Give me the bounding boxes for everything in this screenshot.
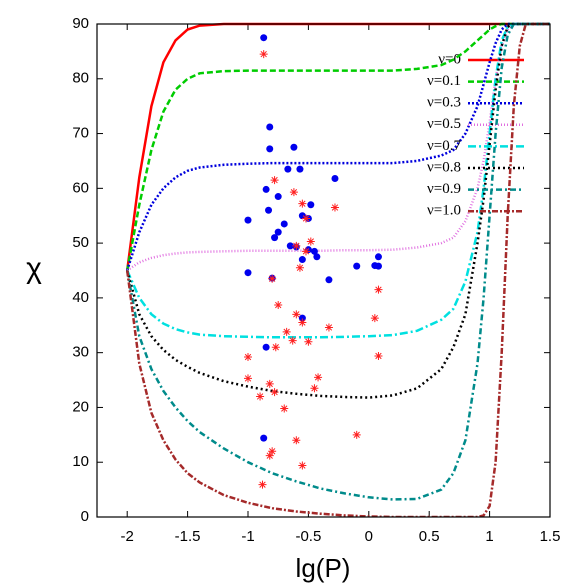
data-point (298, 318, 307, 327)
data-point (301, 214, 310, 223)
curve (126, 22, 550, 339)
data-point (330, 203, 339, 212)
data-point (374, 285, 383, 294)
data-point (292, 241, 301, 250)
x-tick-label: -2 (121, 528, 134, 545)
data-point (274, 193, 282, 201)
x-tick-label: 1 (485, 528, 493, 545)
data-point (290, 143, 298, 151)
data-point (284, 165, 292, 173)
data-point (259, 50, 268, 59)
data-point (292, 310, 301, 319)
legend-label: ν=0.7 (427, 138, 461, 154)
data-point (268, 274, 277, 283)
curve (125, 22, 550, 399)
data-point (306, 237, 315, 246)
data-point (286, 242, 294, 250)
data-point (292, 436, 301, 445)
y-tick-label: 80 (72, 70, 89, 87)
y-tick-label: 10 (72, 453, 89, 470)
data-point (298, 461, 307, 470)
data-point (288, 336, 297, 345)
data-point (298, 212, 306, 220)
curve (125, 22, 550, 517)
data-point (260, 34, 268, 42)
legend-label: ν=0.3 (427, 95, 461, 111)
data-point (304, 337, 313, 346)
data-point (307, 201, 315, 209)
x-tick-label: -1.5 (175, 528, 201, 545)
data-point (314, 373, 323, 382)
data-point (280, 404, 289, 413)
y-tick-label: 90 (72, 15, 89, 32)
y-tick-label: 50 (72, 234, 89, 251)
data-point (244, 216, 252, 224)
data-point (265, 451, 274, 460)
data-point (374, 351, 383, 360)
data-point (270, 176, 279, 185)
data-point (310, 384, 319, 393)
data-point (268, 447, 277, 456)
data-point (274, 301, 283, 310)
data-point (258, 480, 267, 489)
data-point (324, 323, 333, 332)
data-point (353, 262, 361, 270)
data-point (282, 327, 291, 336)
data-point (289, 188, 298, 197)
data-point (298, 256, 306, 264)
data-point (295, 263, 304, 272)
data-point (244, 269, 252, 277)
x-axis-title: lg(P) (296, 553, 351, 583)
y-tick-label: 40 (72, 289, 89, 306)
data-point (270, 388, 279, 397)
data-point (352, 430, 361, 439)
y-tick-label: 0 (81, 508, 89, 525)
plot-frame (96, 23, 551, 518)
legend-label: ν=0.8 (427, 159, 461, 175)
x-tick-label: 0 (365, 528, 373, 545)
data-point (262, 185, 270, 193)
data-point (244, 374, 252, 383)
x-tick-label: -1 (241, 528, 254, 545)
data-point (265, 379, 274, 388)
legend-label: ν=1.0 (427, 203, 461, 219)
data-point (301, 247, 310, 256)
data-point (370, 314, 379, 323)
data-point (265, 206, 273, 214)
data-point (260, 434, 268, 442)
x-tick-label: 1.5 (540, 528, 561, 545)
data-point (374, 253, 382, 261)
data-point (298, 314, 306, 322)
y-tick-label: 20 (72, 398, 89, 415)
legend-label: ν=0.9 (427, 181, 461, 197)
data-point (280, 220, 288, 228)
data-point (271, 234, 279, 242)
data-point (374, 262, 382, 270)
data-point (266, 145, 274, 153)
data-point (244, 353, 252, 362)
y-axis-title: χ (26, 252, 42, 285)
data-point (266, 123, 274, 131)
data-point (298, 199, 307, 208)
data-point (331, 174, 339, 182)
data-point (313, 253, 321, 261)
x-tick-label: 0.5 (419, 528, 440, 545)
data-point (256, 392, 265, 401)
curve (125, 22, 550, 501)
data-point (310, 247, 318, 255)
data-point (325, 276, 333, 284)
y-tick-label: 30 (72, 344, 89, 361)
data-point (274, 228, 282, 236)
data-point (296, 165, 304, 173)
x-tick-label: -0.5 (295, 528, 321, 545)
y-tick-label: 70 (72, 125, 89, 142)
legend-label: ν=0.5 (427, 116, 461, 132)
y-tick-label: 60 (72, 179, 89, 196)
data-point (262, 343, 270, 351)
data-point (271, 343, 280, 352)
legend-label: ν=0.1 (427, 73, 461, 89)
